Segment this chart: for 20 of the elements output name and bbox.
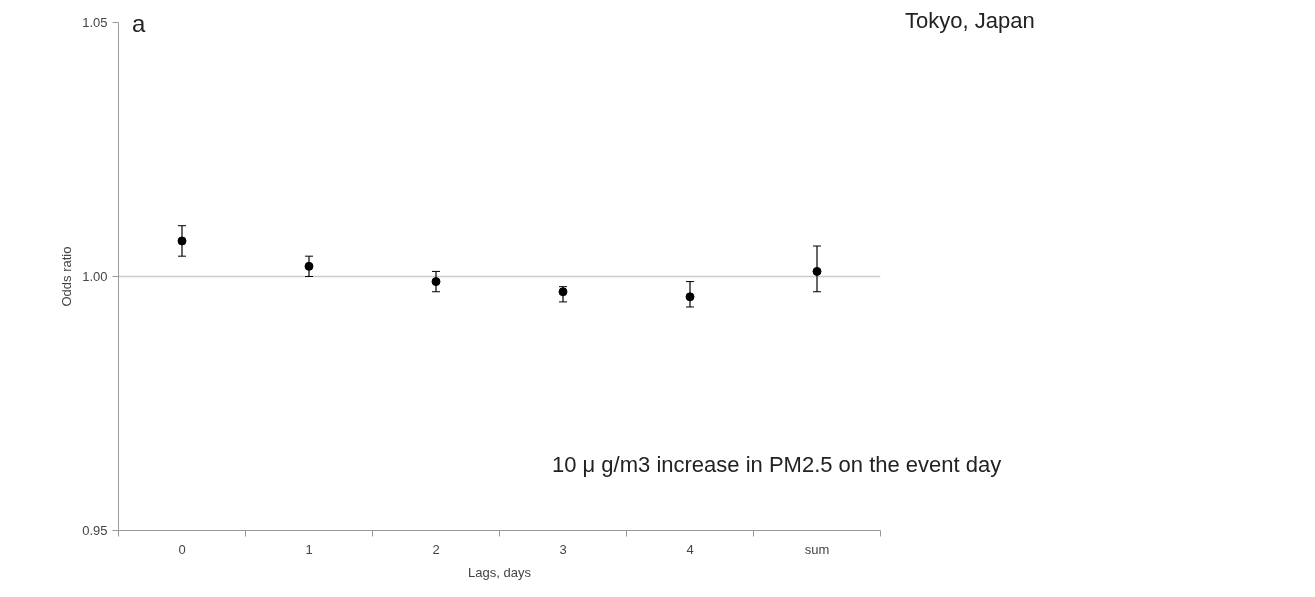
point (812, 266, 822, 276)
annotation: 10 μ g/m3 increase in PM2.5 on the event day (552, 452, 1002, 478)
point (558, 287, 568, 297)
point (431, 277, 441, 287)
x-tick-label: 3 (559, 541, 567, 557)
point (177, 236, 187, 246)
y-tick-label: 0.95 (82, 523, 108, 538)
text: Tokyo, Japan (905, 8, 1035, 34)
x-tick-label: sum (804, 541, 830, 557)
y-tick-label: 1.00 (82, 269, 108, 284)
y-tick-label: 1.05 (82, 15, 108, 30)
x-tick-label: 0 (178, 541, 186, 557)
x-tick-label: 4 (686, 541, 694, 557)
point (685, 292, 695, 302)
point (304, 261, 314, 271)
x-axis-title: Lags, days (468, 564, 532, 580)
x-tick-label: 2 (432, 541, 440, 557)
annotation: a (132, 10, 146, 38)
y-axis-title: Odds ratio (59, 246, 75, 307)
x-tick-label: 1 (305, 541, 313, 557)
